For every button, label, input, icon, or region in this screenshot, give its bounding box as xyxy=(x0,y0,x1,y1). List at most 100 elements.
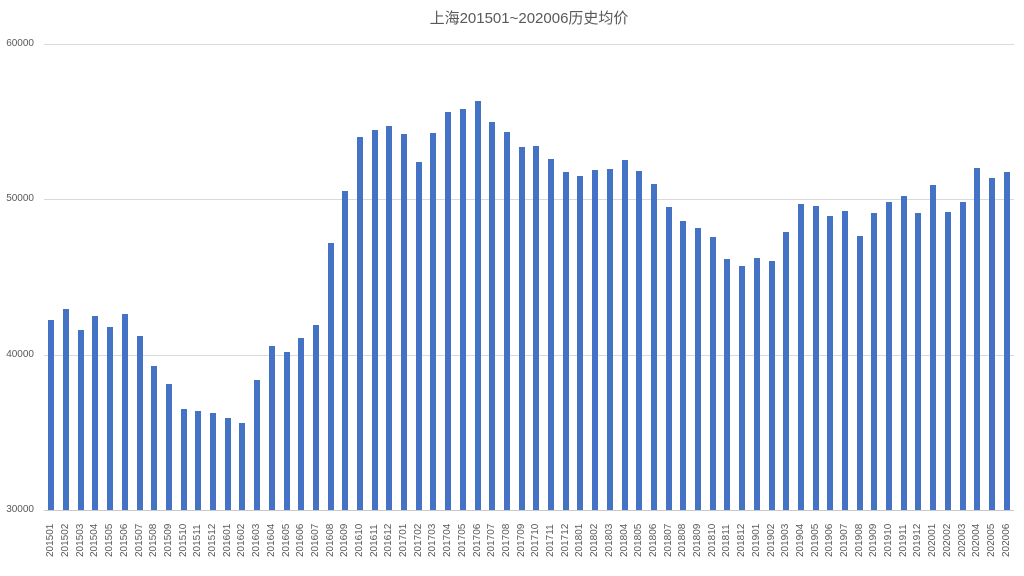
x-axis-tick-label: 201612 xyxy=(383,523,395,557)
x-axis-tick-label: 201803 xyxy=(603,523,615,557)
x-axis-tick-label: 202002 xyxy=(941,523,953,557)
bar xyxy=(695,228,701,510)
x-axis-tick-label: 201608 xyxy=(324,523,336,557)
chart-title: 上海201501~202006历史均价 xyxy=(429,10,629,27)
bar xyxy=(48,319,55,510)
bar xyxy=(768,260,775,510)
x-axis-tick-label: 201911 xyxy=(897,524,909,557)
bar xyxy=(621,159,628,510)
y-axis-tick-label: 40000 xyxy=(6,349,34,360)
x-axis-tick-label: 201610 xyxy=(353,523,365,557)
x-axis-tick-label: 201712 xyxy=(559,523,571,557)
gridline xyxy=(44,44,1014,45)
x-axis-tick-label: 202003 xyxy=(956,523,968,557)
bar xyxy=(753,258,760,510)
bar xyxy=(856,235,863,510)
bar xyxy=(312,325,319,510)
x-axis-tick-label: 201907 xyxy=(838,523,850,557)
bar xyxy=(401,134,408,510)
x-axis-tick-label: 201602 xyxy=(236,523,248,557)
x-axis-tick-label: 201902 xyxy=(765,523,777,557)
bar xyxy=(665,207,672,510)
bar xyxy=(886,202,893,510)
bar xyxy=(797,203,804,510)
bar xyxy=(430,132,437,510)
x-axis-tick-label: 201707 xyxy=(486,523,498,557)
bar xyxy=(254,379,261,510)
x-axis-tick-label: 201912 xyxy=(912,523,924,557)
x-axis-tick-label: 201510 xyxy=(177,523,189,557)
x-axis-tick-label: 202004 xyxy=(971,523,983,557)
x-axis-tick-label: 201802 xyxy=(589,523,601,557)
x-axis-tick-label: 201607 xyxy=(309,523,321,557)
bar xyxy=(77,329,84,510)
bar xyxy=(533,145,540,510)
bar xyxy=(841,210,848,510)
x-axis-tick-label: 201611 xyxy=(368,524,380,557)
x-axis-tick-label: 201805 xyxy=(633,523,645,557)
bar xyxy=(136,336,143,510)
bar xyxy=(195,410,202,510)
x-axis-tick-label: 201804 xyxy=(618,523,630,557)
bar xyxy=(63,308,70,510)
x-axis-tick-label: 201901 xyxy=(750,523,762,557)
x-axis-tick-label: 201812 xyxy=(736,523,748,557)
x-axis-tick-label: 201904 xyxy=(794,523,806,557)
x-axis-tick-label: 201810 xyxy=(706,523,718,557)
x-axis-tick-label: 201704 xyxy=(442,523,454,557)
gridline xyxy=(44,355,1014,356)
x-axis-tick-label: 201710 xyxy=(530,523,542,557)
x-axis-tick-label: 201909 xyxy=(868,523,880,557)
bar xyxy=(930,185,937,510)
bar xyxy=(944,211,951,510)
bar xyxy=(92,315,99,510)
bar xyxy=(489,122,496,510)
x-axis-tick-label: 201806 xyxy=(647,523,659,557)
x-axis-tick-label: 201606 xyxy=(295,523,307,557)
bar xyxy=(680,221,687,510)
x-axis-tick-label: 201906 xyxy=(824,523,836,557)
x-axis-tick-label: 201506 xyxy=(118,523,130,557)
x-axis-tick-label: 201505 xyxy=(104,523,116,557)
y-axis-tick-label: 30000 xyxy=(6,504,34,515)
bar xyxy=(474,101,481,510)
bar xyxy=(724,259,731,510)
x-axis-tick-label: 201708 xyxy=(500,523,512,557)
x-axis-tick-label: 201808 xyxy=(677,523,689,557)
x-axis-tick-label: 202001 xyxy=(927,523,939,557)
bar xyxy=(180,409,187,510)
x-axis-tick-label: 201705 xyxy=(456,523,468,557)
bar xyxy=(1003,172,1010,510)
x-axis-tick-label: 201701 xyxy=(398,523,410,557)
x-axis-tick-label: 201511 xyxy=(192,524,204,557)
bar xyxy=(548,158,555,510)
x-axis-tick-label: 201512 xyxy=(207,523,218,557)
x-axis-tick-label: 201604 xyxy=(265,523,277,557)
bar xyxy=(210,412,216,510)
bar xyxy=(386,126,393,510)
bar xyxy=(356,137,363,510)
x-axis-tick-label: 201706 xyxy=(471,523,483,557)
x-axis-tick-label: 201504 xyxy=(89,523,101,557)
bar xyxy=(650,183,657,510)
bar xyxy=(165,384,172,510)
bar xyxy=(827,216,834,510)
x-axis-tick-label: 201508 xyxy=(148,523,160,557)
bar xyxy=(342,190,349,510)
bar xyxy=(592,169,599,510)
x-axis-tick-label: 201603 xyxy=(251,523,263,557)
x-axis-tick-label: 201702 xyxy=(412,523,424,557)
bar xyxy=(518,147,525,510)
bar xyxy=(783,231,790,510)
x-axis-tick-label: 201605 xyxy=(280,523,292,557)
x-axis-tick-label: 201910 xyxy=(883,523,895,557)
gridline xyxy=(44,199,1014,200)
bar xyxy=(121,313,128,510)
bar xyxy=(988,177,995,510)
bar xyxy=(327,242,334,510)
bar xyxy=(107,326,114,510)
bar xyxy=(562,172,569,510)
bar xyxy=(636,170,643,510)
bar xyxy=(283,352,290,510)
x-axis-tick-label: 201711 xyxy=(545,524,557,557)
